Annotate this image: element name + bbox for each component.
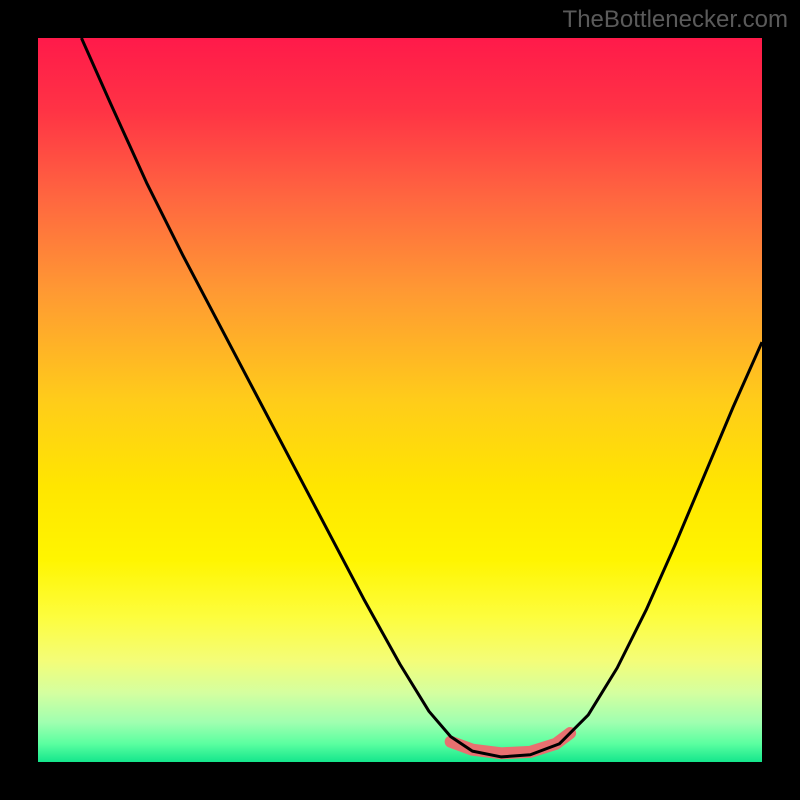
curve-layer — [38, 38, 762, 762]
bottleneck-curve — [81, 38, 762, 757]
chart-area — [38, 38, 762, 762]
watermark-text: TheBottlenecker.com — [563, 6, 788, 34]
